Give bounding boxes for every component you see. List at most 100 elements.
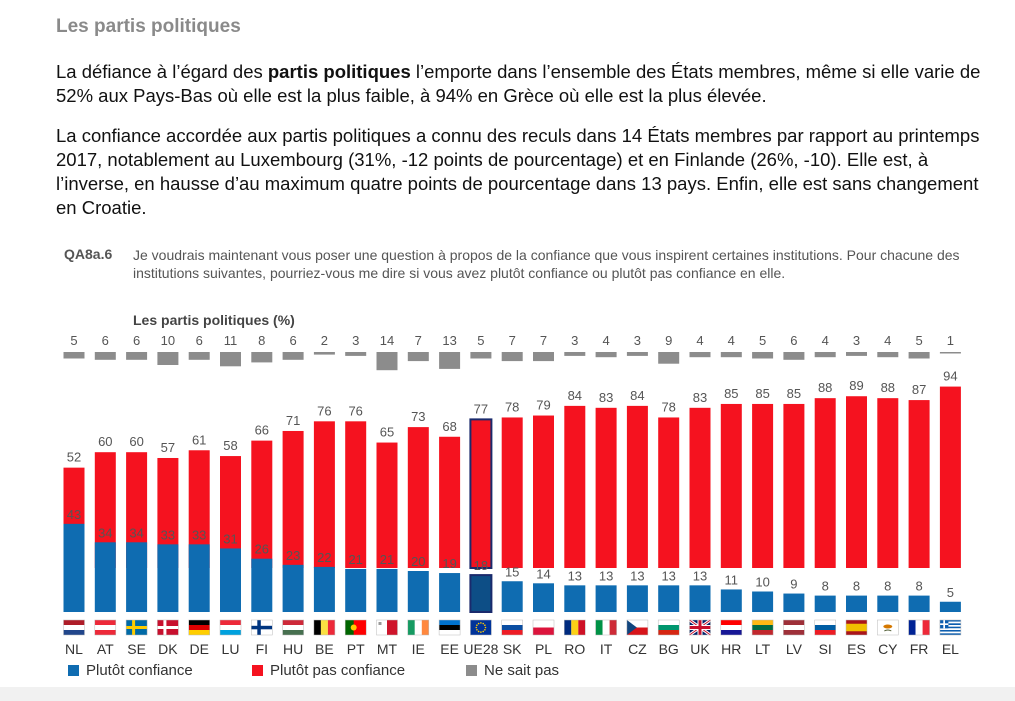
bar-confiance-hr: [720, 589, 742, 612]
label-ne-sait-pas-nl: 5: [70, 333, 77, 348]
bar-ne-sait-pas-se: [126, 352, 148, 360]
label-confiance-at: 34: [98, 525, 112, 540]
label-confiance-ee: 19: [442, 556, 456, 571]
flag-dk-icon: [157, 619, 179, 636]
category-label-hu: HU: [283, 641, 303, 657]
category-label-mt: MT: [377, 641, 398, 657]
bar-ne-sait-pas-lu: [220, 352, 241, 367]
label-pas-confiance-bg: 78: [661, 399, 675, 414]
bar-pas-confiance-ee: [439, 436, 461, 568]
bar-ne-sait-pas-de: [188, 352, 210, 360]
label-pas-confiance-lv: 85: [787, 386, 801, 401]
label-pas-confiance-be: 76: [317, 403, 331, 418]
bar-ne-sait-pas-bg: [658, 352, 680, 364]
label-confiance-cz: 13: [630, 568, 644, 583]
bar-confiance-sk: [501, 581, 523, 612]
label-confiance-es: 8: [853, 579, 860, 594]
bar-ne-sait-pas-lv: [783, 352, 805, 360]
label-pas-confiance-lu: 58: [223, 438, 237, 453]
category-label-es: ES: [847, 641, 866, 657]
label-confiance-pt: 21: [348, 552, 362, 567]
label-ne-sait-pas-es: 3: [853, 333, 860, 348]
bar-confiance-ue28: [469, 574, 493, 613]
flag-lv-icon: [783, 619, 805, 636]
bar-pas-confiance-uk: [689, 407, 711, 568]
label-confiance-ue28: 18: [474, 558, 488, 573]
bar-ne-sait-pas-cz: [626, 352, 648, 356]
category-label-it: IT: [600, 641, 613, 657]
label-pas-confiance-fi: 66: [255, 423, 269, 438]
label-confiance-fi: 26: [255, 542, 269, 557]
label-pas-confiance-mt: 65: [380, 425, 394, 440]
flag-it-icon: [595, 619, 617, 636]
bar-pas-confiance-be: [313, 421, 335, 568]
bar-confiance-it: [595, 585, 617, 612]
category-label-pt: PT: [347, 641, 365, 657]
bar-ne-sait-pas-fi: [251, 352, 273, 363]
label-pas-confiance-ue28: 77: [474, 401, 488, 416]
label-ne-sait-pas-ro: 3: [571, 333, 578, 348]
bar-confiance-cy: [877, 595, 899, 612]
bar-pas-confiance-hr: [720, 403, 742, 568]
label-ne-sait-pas-sk: 7: [509, 333, 516, 348]
label-ne-sait-pas-fr: 5: [915, 333, 922, 348]
label-pas-confiance-ee: 68: [442, 419, 456, 434]
label-confiance-ie: 20: [411, 554, 425, 569]
bar-ne-sait-pas-hr: [720, 352, 742, 358]
label-ne-sait-pas-fi: 8: [258, 333, 265, 348]
bar-confiance-lt: [752, 591, 774, 612]
bar-confiance-bg: [658, 585, 680, 612]
legend-swatch-red: [252, 665, 263, 676]
category-label-nl: NL: [65, 641, 83, 657]
flag-ie-icon: [407, 619, 430, 636]
bar-ne-sait-pas-mt: [376, 352, 398, 371]
category-label-be: BE: [315, 641, 334, 657]
category-label-cy: CY: [878, 641, 898, 657]
label-ne-sait-pas-cy: 4: [884, 333, 891, 348]
paragraph-1-end: l’emporte dans l’ensemble des États memb…: [56, 61, 981, 106]
label-ne-sait-pas-ue28: 5: [477, 333, 484, 348]
flag-de-icon: [188, 619, 210, 636]
label-ne-sait-pas-ie: 7: [415, 333, 422, 348]
category-label-ee: EE: [440, 641, 459, 657]
bar-confiance-ie: [407, 571, 429, 612]
bar-confiance-ee: [439, 573, 461, 612]
label-confiance-cy: 8: [884, 579, 891, 594]
bar-pas-confiance-it: [595, 407, 617, 568]
label-pas-confiance-hr: 85: [724, 386, 738, 401]
page-bottom-edge: [0, 687, 1015, 701]
label-ne-sait-pas-bg: 9: [665, 333, 672, 348]
label-pas-confiance-lt: 85: [755, 386, 769, 401]
bar-confiance-lu: [220, 548, 241, 612]
bar-pas-confiance-bg: [658, 417, 680, 568]
label-pas-confiance-sk: 78: [505, 399, 519, 414]
label-ne-sait-pas-it: 4: [602, 333, 609, 348]
bar-confiance-el: [939, 601, 961, 612]
bar-pas-confiance-si: [814, 398, 836, 568]
category-label-sk: SK: [503, 641, 522, 657]
label-ne-sait-pas-hr: 4: [728, 333, 735, 348]
category-label-lt: LT: [755, 641, 771, 657]
flag-el-icon: [939, 619, 962, 636]
bar-confiance-dk: [157, 544, 179, 612]
bar-confiance-pt: [345, 568, 367, 612]
label-pas-confiance-it: 83: [599, 390, 613, 405]
flag-fr-icon: [908, 619, 930, 636]
category-label-lu: LU: [222, 641, 240, 657]
bar-confiance-at: [94, 542, 116, 612]
label-confiance-de: 33: [192, 527, 206, 542]
bar-ne-sait-pas-dk: [157, 352, 179, 365]
label-pas-confiance-ro: 84: [568, 388, 582, 403]
bar-confiance-es: [846, 595, 867, 612]
category-label-si: SI: [819, 641, 832, 657]
category-label-uk: UK: [690, 641, 710, 657]
label-confiance-nl: 43: [67, 507, 81, 522]
label-pas-confiance-hu: 71: [286, 413, 300, 428]
label-confiance-sk: 15: [505, 564, 519, 579]
legend-item-ne-sait-pas: Ne sait pas: [466, 662, 559, 679]
bar-ne-sait-pas-it: [595, 352, 617, 358]
label-confiance-pl: 14: [536, 566, 550, 581]
category-label-de: DE: [189, 641, 208, 657]
label-confiance-be: 22: [317, 550, 331, 565]
